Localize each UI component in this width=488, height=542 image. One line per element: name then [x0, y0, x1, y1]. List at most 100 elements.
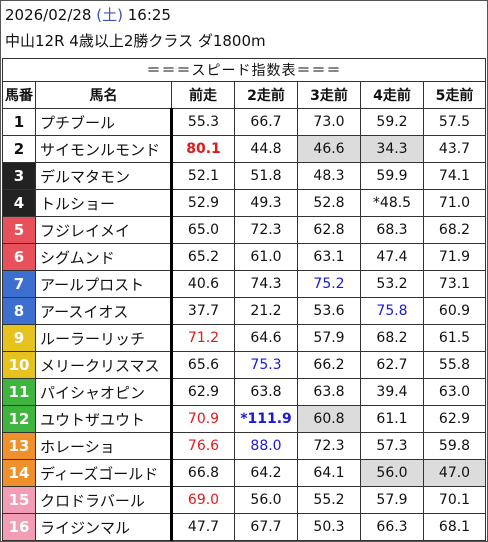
speed-score-3: 73.0 — [297, 108, 361, 136]
speed-score-2: 61.0 — [234, 243, 298, 271]
speed-score-5: 43.7 — [423, 135, 486, 163]
horse-name: パイシャオピン — [35, 378, 172, 406]
speed-score-3: 50.3 — [297, 513, 361, 541]
speed-score-5: 73.1 — [423, 270, 486, 298]
horse-name: アースイオス — [35, 297, 172, 325]
speed-score-3: 52.8 — [297, 189, 361, 217]
speed-score-3: 72.3 — [297, 432, 361, 460]
speed-score-1: 37.7 — [170, 297, 235, 325]
speed-index-table: ＝＝＝スピード指数表＝＝＝ 馬番 馬名 前走 2走前 3走前 4走前 5走前 1… — [2, 58, 486, 541]
horse-name: デルマタモン — [35, 162, 172, 190]
speed-score-2: 64.2 — [234, 459, 298, 487]
speed-score-2: *111.9 — [234, 405, 298, 433]
speed-score-2: 67.7 — [234, 513, 298, 541]
speed-score-1: 65.6 — [170, 351, 235, 379]
speed-score-1: 70.9 — [170, 405, 235, 433]
race-datetime: 2026/02/28 (土) 16:25 — [5, 6, 171, 24]
col-header-last-race: 前走 — [171, 81, 235, 109]
speed-score-2: 51.8 — [234, 162, 298, 190]
horse-number: 4 — [2, 189, 36, 217]
speed-score-1: 80.1 — [170, 135, 235, 163]
speed-score-1: 40.6 — [170, 270, 235, 298]
speed-score-1: 52.9 — [170, 189, 235, 217]
speed-score-1: 52.1 — [170, 162, 235, 190]
speed-score-5: 47.0 — [423, 459, 486, 487]
table-title: ＝＝＝スピード指数表＝＝＝ — [2, 58, 486, 82]
speed-score-2: 75.3 — [234, 351, 298, 379]
speed-score-4: 57.3 — [360, 432, 424, 460]
horse-number: 15 — [2, 486, 36, 514]
horse-name: トルショー — [35, 189, 172, 217]
horse-name: アールプロスト — [35, 270, 172, 298]
horse-name: メリークリスマス — [35, 351, 172, 379]
speed-score-5: 74.1 — [423, 162, 486, 190]
speed-score-4: 68.3 — [360, 216, 424, 244]
speed-score-2: 21.2 — [234, 297, 298, 325]
speed-score-3: 55.2 — [297, 486, 361, 514]
horse-row: 14 ディーズゴールド 66.8 64.2 64.1 56.0 47.0 — [2, 459, 486, 487]
col-header-2-races-ago: 2走前 — [234, 81, 298, 109]
speed-score-1: 65.0 — [170, 216, 235, 244]
speed-score-2: 56.0 — [234, 486, 298, 514]
speed-score-4: 66.3 — [360, 513, 424, 541]
race-day-of-week: (土) — [96, 6, 123, 24]
horse-row: 4 トルショー 52.9 49.3 52.8 *48.5 71.0 — [2, 189, 486, 217]
horse-name: ライジンマル — [35, 513, 172, 541]
horse-row: 5 フジレイメイ 65.0 72.3 62.8 68.3 68.2 — [2, 216, 486, 244]
horse-row: 8 アースイオス 37.7 21.2 53.6 75.8 60.9 — [2, 297, 486, 325]
speed-score-3: 60.8 — [297, 405, 361, 433]
speed-score-4: 57.9 — [360, 486, 424, 514]
speed-score-2: 49.3 — [234, 189, 298, 217]
horse-row: 16 ライジンマル 47.7 67.7 50.3 66.3 68.1 — [2, 513, 486, 541]
speed-score-5: 70.1 — [423, 486, 486, 514]
horse-number: 16 — [2, 513, 36, 541]
horse-name: ホレーショ — [35, 432, 172, 460]
horse-row: 10 メリークリスマス 65.6 75.3 66.2 62.7 55.8 — [2, 351, 486, 379]
speed-score-1: 66.8 — [170, 459, 235, 487]
speed-score-4: 39.4 — [360, 378, 424, 406]
speed-score-1: 47.7 — [170, 513, 235, 541]
col-header-4-races-ago: 4走前 — [360, 81, 424, 109]
speed-score-3: 64.1 — [297, 459, 361, 487]
speed-score-3: 66.2 — [297, 351, 361, 379]
speed-score-3: 48.3 — [297, 162, 361, 190]
horse-name: ユウトザユウト — [35, 405, 172, 433]
race-date: 2026/02/28 — [5, 6, 92, 24]
horse-number: 2 — [2, 135, 36, 163]
col-header-number: 馬番 — [2, 81, 36, 109]
speed-score-1: 69.0 — [170, 486, 235, 514]
speed-score-1: 65.2 — [170, 243, 235, 271]
horse-row: 15 クロドラバール 69.0 56.0 55.2 57.9 70.1 — [2, 486, 486, 514]
speed-score-5: 62.9 — [423, 405, 486, 433]
horse-row: 6 シグムンド 65.2 61.0 63.1 47.4 71.9 — [2, 243, 486, 271]
horse-name: サイモンルモンド — [35, 135, 172, 163]
speed-score-3: 46.6 — [297, 135, 361, 163]
speed-score-5: 55.8 — [423, 351, 486, 379]
speed-score-1: 55.3 — [170, 108, 235, 136]
speed-score-5: 59.8 — [423, 432, 486, 460]
race-info: 中山12R 4歳以上2勝クラス ダ1800m — [5, 32, 266, 50]
speed-score-3: 75.2 — [297, 270, 361, 298]
horse-number: 11 — [2, 378, 36, 406]
horse-name: シグムンド — [35, 243, 172, 271]
speed-score-2: 72.3 — [234, 216, 298, 244]
horse-row: 2 サイモンルモンド 80.1 44.8 46.6 34.3 43.7 — [2, 135, 486, 163]
speed-score-1: 62.9 — [170, 378, 235, 406]
speed-score-3: 63.8 — [297, 378, 361, 406]
table-header-row: 馬番 馬名 前走 2走前 3走前 4走前 5走前 — [2, 81, 486, 109]
speed-score-4: 62.7 — [360, 351, 424, 379]
speed-score-2: 64.6 — [234, 324, 298, 352]
speed-score-4: 59.9 — [360, 162, 424, 190]
speed-score-3: 53.6 — [297, 297, 361, 325]
horse-number: 12 — [2, 405, 36, 433]
speed-score-5: 68.1 — [423, 513, 486, 541]
speed-score-4: 53.2 — [360, 270, 424, 298]
horse-row: 7 アールプロスト 40.6 74.3 75.2 53.2 73.1 — [2, 270, 486, 298]
horse-row: 9 ルーラーリッチ 71.2 64.6 57.9 68.2 61.5 — [2, 324, 486, 352]
horse-number: 9 — [2, 324, 36, 352]
col-header-name: 馬名 — [35, 81, 172, 109]
horse-name: プチブール — [35, 108, 172, 136]
speed-score-4: 34.3 — [360, 135, 424, 163]
speed-score-4: 56.0 — [360, 459, 424, 487]
speed-score-4: 68.2 — [360, 324, 424, 352]
